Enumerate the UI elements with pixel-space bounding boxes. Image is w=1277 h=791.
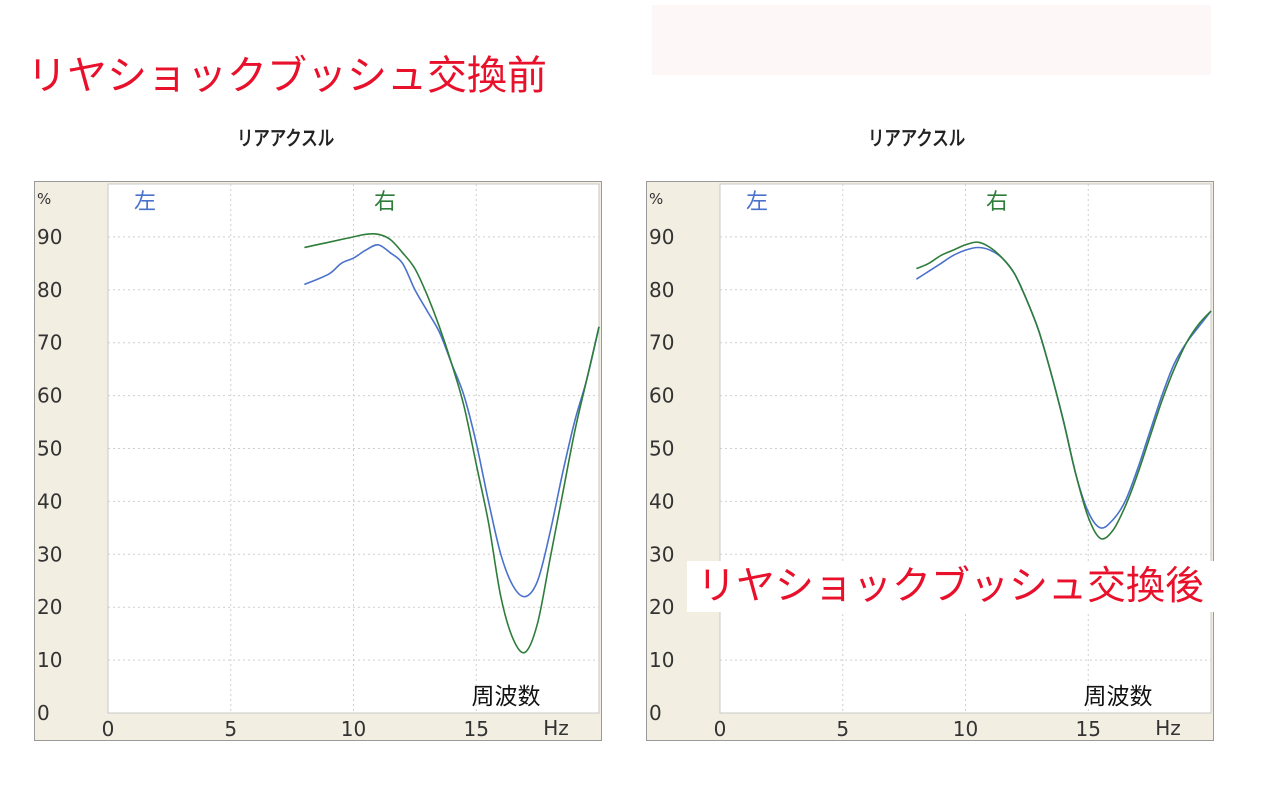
c1-x-tick-5: 5 bbox=[836, 717, 849, 741]
c0-series-line-1 bbox=[304, 232, 600, 654]
c0-x-unit: Hz bbox=[543, 716, 569, 740]
c1-y-unit: % bbox=[649, 190, 663, 208]
c1-y-tick-90: 90 bbox=[649, 225, 674, 249]
c1-x-tick-15: 15 bbox=[1076, 717, 1101, 741]
c1-y-tick-80: 80 bbox=[649, 278, 674, 302]
title-before-replacement: リヤショックブッシュ交換前 bbox=[27, 53, 547, 99]
c0-y-tick-60: 60 bbox=[37, 384, 62, 408]
c0-y-tick-40: 40 bbox=[37, 489, 62, 513]
c0-x-tick-10: 10 bbox=[341, 717, 366, 741]
c0-y-tick-0: 0 bbox=[37, 701, 50, 725]
c0-x-tick-5: 5 bbox=[224, 717, 237, 741]
c0-x-tick-0: 0 bbox=[102, 717, 115, 741]
c1-grid bbox=[720, 184, 1211, 713]
chart-left-title: リアアクスル bbox=[237, 126, 335, 150]
c1-legend-1: 右 bbox=[986, 190, 1008, 215]
c0-y-unit: % bbox=[37, 190, 51, 208]
c1-y-tick-60: 60 bbox=[649, 384, 674, 408]
c0-x-tick-15: 15 bbox=[464, 717, 489, 741]
c1-y-tick-20: 20 bbox=[649, 595, 674, 619]
c0-frequency-annotation: 周波数 bbox=[472, 684, 541, 710]
c0-legend-1: 右 bbox=[374, 190, 396, 215]
c0-series-line-0 bbox=[304, 243, 600, 598]
c1-x-unit: Hz bbox=[1155, 716, 1181, 740]
highlight-box bbox=[652, 5, 1211, 75]
c1-x-tick-10: 10 bbox=[953, 717, 978, 741]
chart-right-title: リアアクスル bbox=[868, 126, 966, 150]
c0-y-tick-20: 20 bbox=[37, 595, 62, 619]
title-after-replacement: リヤショックブッシュ交換後 bbox=[687, 561, 1215, 612]
c0-y-tick-50: 50 bbox=[37, 437, 62, 461]
c1-y-tick-30: 30 bbox=[649, 542, 674, 566]
c1-y-tick-10: 10 bbox=[649, 648, 674, 672]
c1-x-tick-0: 0 bbox=[714, 717, 727, 741]
c0-y-tick-70: 70 bbox=[37, 331, 62, 355]
c1-y-tick-0: 0 bbox=[649, 701, 662, 725]
c1-y-tick-70: 70 bbox=[649, 331, 674, 355]
c1-frequency-annotation: 周波数 bbox=[1084, 684, 1153, 710]
c1-y-tick-40: 40 bbox=[649, 489, 674, 513]
c1-series-line-1 bbox=[916, 241, 1212, 540]
c1-y-tick-50: 50 bbox=[649, 437, 674, 461]
c0-y-tick-10: 10 bbox=[37, 648, 62, 672]
c0-y-tick-80: 80 bbox=[37, 278, 62, 302]
c1-legend-0: 左 bbox=[746, 190, 768, 215]
c0-grid bbox=[108, 184, 599, 713]
c0-y-tick-90: 90 bbox=[37, 225, 62, 249]
c0-y-tick-30: 30 bbox=[37, 542, 62, 566]
c0-legend-0: 左 bbox=[134, 190, 156, 215]
